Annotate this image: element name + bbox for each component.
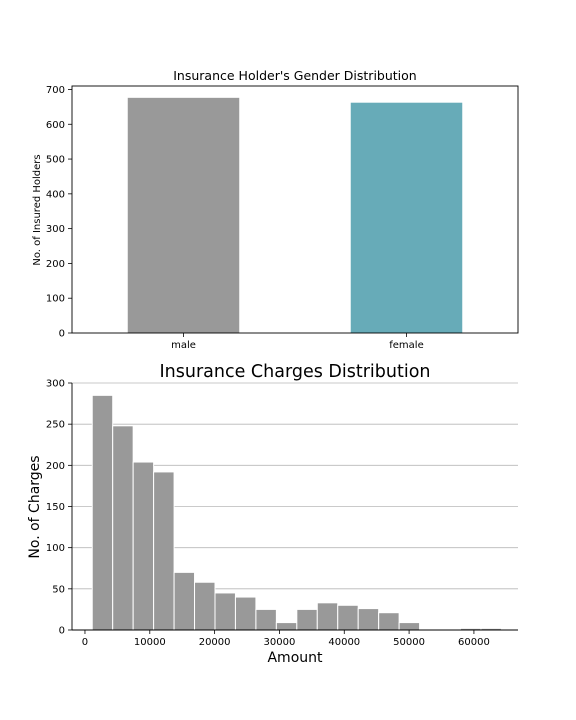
charges-histogram-bar — [398, 622, 421, 631]
gender-y-tick-label: 600 — [46, 120, 65, 131]
charges-histogram-bar — [296, 608, 318, 631]
gender-x-ticks: male female — [171, 333, 424, 351]
charges-y-tick-label: 50 — [52, 584, 65, 595]
charges-x-axis-label: Amount — [267, 650, 323, 666]
gender-plot-frame — [71, 85, 519, 334]
gender-distribution-chart: 0 100 200 300 400 500 600 700 male female Insura… — [32, 68, 519, 351]
charges-histogram-bar — [275, 622, 298, 631]
charges-x-tick-label: 20000 — [199, 637, 231, 648]
charges-y-tick-label: 100 — [46, 543, 65, 554]
charges-y-tick-label: 150 — [46, 502, 65, 513]
charges-histogram-bar — [255, 608, 277, 631]
gender-chart-title: Insurance Holder's Gender Distribution — [173, 68, 416, 83]
gender-x-tick-label: female — [389, 340, 423, 351]
gender-bar-female — [350, 102, 463, 333]
gender-y-tick-label: 700 — [46, 85, 65, 96]
charges-x-tick-label: 40000 — [328, 637, 360, 648]
gender-y-axis-label: No. of Insured Holders — [32, 154, 43, 265]
charges-histogram-bar — [234, 596, 257, 631]
gender-y-tick-label: 400 — [46, 189, 65, 200]
gender-y-ticks: 0 100 200 300 400 500 600 700 — [46, 85, 72, 340]
gender-y-tick-label: 500 — [46, 155, 65, 166]
charges-y-axis-label: No. of Charges — [27, 455, 43, 558]
gender-bar-male — [127, 97, 240, 333]
charges-histogram-bars — [91, 394, 502, 631]
gender-y-tick-label: 100 — [46, 294, 65, 305]
charges-histogram-bar — [173, 571, 196, 631]
charges-histogram-bar — [357, 608, 380, 631]
gender-y-tick-label: 0 — [59, 329, 65, 340]
charges-histogram-bar — [316, 602, 339, 631]
charges-histogram-bar — [378, 612, 400, 631]
gender-x-tick-label: male — [171, 340, 196, 351]
charges-histogram-bar — [337, 604, 359, 631]
gender-y-tick-label: 200 — [46, 259, 65, 270]
charges-distribution-chart: 0 50 100 150 200 250 300 0 10000 20000 30000 40000… — [27, 362, 518, 666]
charges-y-tick-label: 0 — [59, 626, 65, 637]
charges-x-tick-label: 0 — [82, 637, 88, 648]
charges-x-tick-label: 30000 — [264, 637, 296, 648]
charges-y-ticks: 0 50 100 150 200 250 300 — [46, 379, 72, 637]
gender-bars — [127, 97, 463, 333]
charges-x-ticks: 0 10000 20000 30000 40000 50000 60000 — [82, 630, 490, 648]
charges-y-tick-label: 250 — [46, 420, 65, 431]
gender-y-tick-label: 300 — [46, 224, 65, 235]
charges-histogram-bar — [132, 461, 155, 631]
charges-histogram-bar — [91, 394, 114, 631]
charges-histogram-bar — [112, 425, 134, 631]
charges-chart-title: Insurance Charges Distribution — [160, 362, 431, 382]
charges-histogram-bar — [153, 471, 175, 631]
charges-histogram-bar — [214, 592, 236, 631]
charges-x-tick-label: 50000 — [393, 637, 425, 648]
charges-x-tick-label: 60000 — [458, 637, 490, 648]
charges-y-tick-label: 200 — [46, 461, 65, 472]
charges-x-tick-label: 10000 — [134, 637, 166, 648]
charges-histogram-bar — [194, 581, 216, 631]
charges-y-tick-label: 300 — [46, 379, 65, 390]
